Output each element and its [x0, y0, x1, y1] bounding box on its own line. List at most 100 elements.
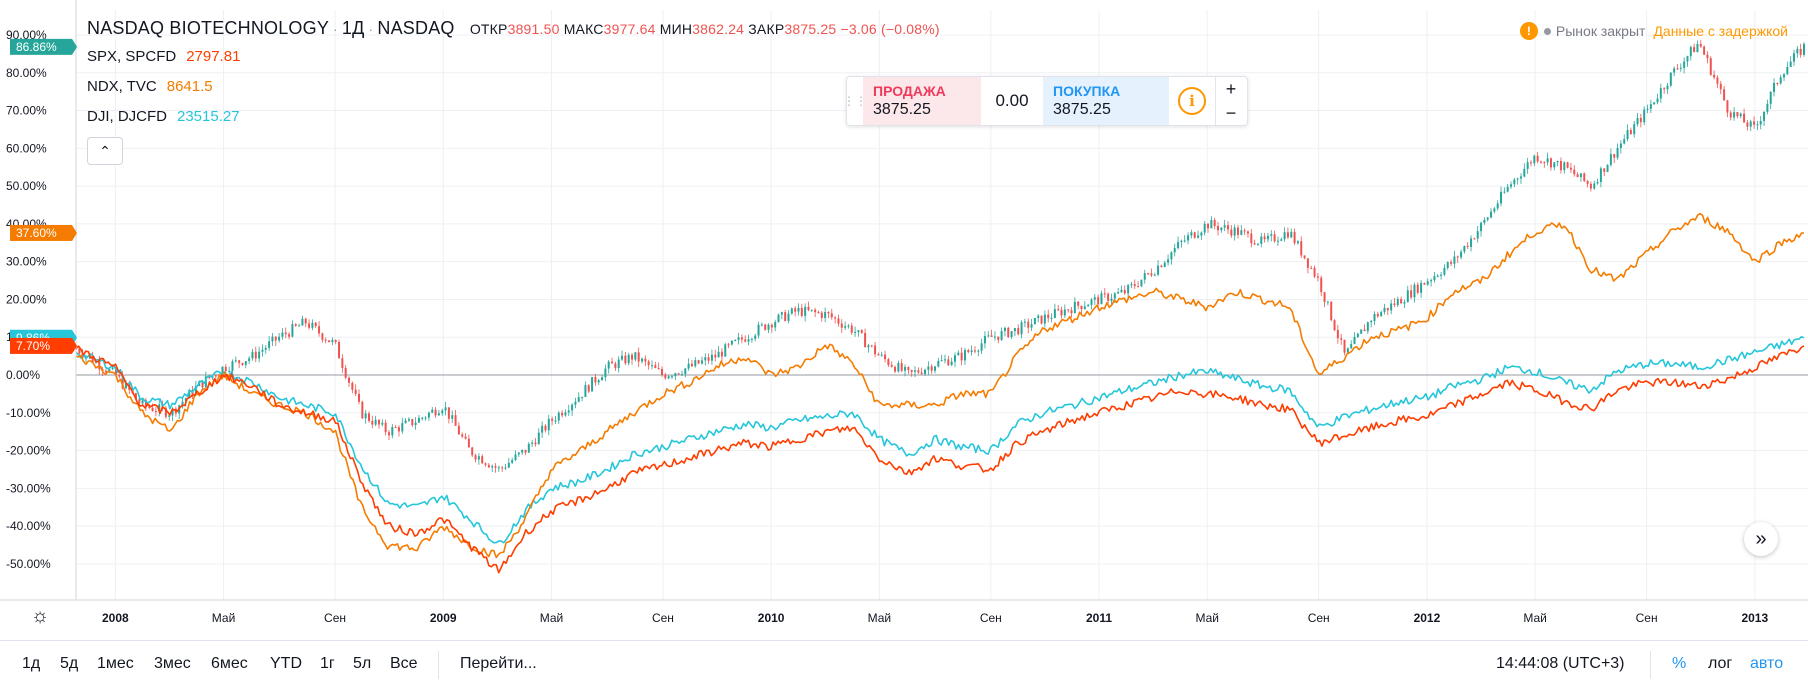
candle-body	[467, 438, 470, 448]
candle-body	[1496, 203, 1499, 209]
candle-body	[324, 339, 327, 341]
comparison-series-lines	[75, 212, 1805, 574]
candle-body	[1130, 284, 1133, 286]
close-label: ЗАКР	[748, 21, 785, 37]
candle-body	[1749, 121, 1752, 127]
candle-body	[158, 404, 161, 412]
legend-item-spx[interactable]: SPX, SPCFD 2797.81	[87, 48, 240, 65]
sell-button[interactable]: ПРОДАЖА 3875.25	[863, 77, 981, 125]
candle-body	[1047, 314, 1050, 319]
candle-body	[1510, 184, 1513, 187]
candle-body	[1726, 100, 1729, 113]
candle-body	[957, 352, 960, 356]
candle-body	[1070, 310, 1073, 314]
y-tick-label: 80.00%	[6, 66, 47, 80]
candle-body	[724, 344, 727, 357]
candle-body	[1033, 317, 1036, 325]
candle-body	[551, 418, 554, 421]
range-1m-button[interactable]: 1мес	[97, 655, 134, 672]
candle-body	[577, 397, 580, 402]
candle-body	[604, 368, 607, 378]
candle-body	[444, 407, 447, 411]
candle-body	[760, 324, 763, 326]
interval-label[interactable]: 1Д	[341, 18, 365, 38]
candle-body	[427, 412, 430, 418]
plus-button[interactable]: +	[1225, 78, 1237, 99]
info-button[interactable]: i	[1169, 77, 1215, 125]
candle-body	[334, 339, 337, 342]
candle-body	[1586, 180, 1589, 184]
candle-body	[1626, 130, 1629, 140]
candle-body	[897, 363, 900, 372]
candle-body	[184, 398, 187, 402]
candle-body	[993, 336, 996, 338]
legend-item-dji[interactable]: DJI, DJCFD 23515.27	[87, 108, 240, 125]
range-all-button[interactable]: Все	[390, 655, 418, 672]
candle-body	[1160, 265, 1163, 267]
candle-body	[1043, 314, 1046, 324]
candle-body	[1240, 230, 1243, 235]
candle-body	[1456, 256, 1459, 258]
candle-body	[1393, 303, 1396, 306]
candle-body	[597, 380, 600, 383]
candle-body	[814, 309, 817, 313]
symbol-name[interactable]: NASDAQ BIOTECHNOLOGY	[87, 18, 330, 38]
candle-body	[1683, 61, 1686, 68]
y-tick-label: -40.00%	[6, 519, 51, 533]
range-5d-button[interactable]: 5д	[60, 655, 79, 672]
candle-body	[874, 345, 877, 355]
candle-body	[770, 324, 773, 328]
candle-body	[1316, 276, 1319, 278]
candle-body	[1310, 267, 1313, 269]
range-3m-button[interactable]: 3мес	[154, 655, 191, 672]
clock-timezone-button[interactable]: 14:44:08 (UTC+3)	[1496, 655, 1625, 672]
candle-body	[404, 420, 407, 424]
candle-body	[674, 373, 677, 377]
range-1d-button[interactable]: 1д	[22, 655, 41, 672]
candle-body	[817, 312, 820, 314]
settings-gear-icon[interactable]: ☼	[30, 604, 50, 627]
bottom-toolbar: 1д 5д 1мес 3мес 6мес YTD 1г 5л Все Перей…	[0, 640, 1808, 690]
legend-collapse-button[interactable]: ⌃	[87, 137, 123, 165]
candle-body	[880, 354, 883, 356]
close-value: 3875.25	[784, 21, 837, 37]
candle-body	[308, 323, 311, 328]
chart-area[interactable]: 90.00%80.00%70.00%60.00%50.00%40.00%30.0…	[0, 0, 1808, 640]
candle-body	[1296, 241, 1299, 244]
drag-handle-icon[interactable]: ⋮⋮	[843, 94, 867, 108]
candle-body	[754, 335, 757, 339]
legend-item-ndx[interactable]: NDX, TVC 8641.5	[87, 78, 213, 95]
range-ytd-button[interactable]: YTD	[270, 655, 302, 672]
candle-body	[1210, 220, 1213, 229]
candle-body	[1733, 112, 1736, 118]
scroll-to-realtime-button[interactable]: »	[1744, 522, 1778, 556]
minus-button[interactable]: −	[1225, 102, 1237, 123]
price-axis[interactable]: 90.00%80.00%70.00%60.00%50.00%40.00%30.0…	[6, 0, 77, 600]
buy-button[interactable]: ПОКУПКА 3875.25	[1043, 77, 1169, 125]
candle-body	[1759, 120, 1762, 125]
candle-body	[381, 422, 384, 425]
warning-icon[interactable]: !	[1519, 22, 1538, 40]
chevron-up-icon: ⌃	[99, 142, 111, 159]
candle-body	[164, 407, 167, 417]
range-6m-button[interactable]: 6мес	[211, 655, 248, 672]
candle-body	[1579, 173, 1582, 178]
auto-scale-toggle[interactable]: авто	[1750, 655, 1784, 672]
percent-scale-toggle[interactable]: %	[1672, 655, 1687, 672]
candle-body	[1400, 299, 1403, 304]
candle-body	[1023, 321, 1026, 323]
delayed-data-label[interactable]: Данные с задержкой	[1653, 23, 1788, 39]
candle-body	[1563, 162, 1566, 171]
candle-body	[1676, 68, 1679, 70]
x-tick-label: 2010	[758, 611, 785, 625]
candle-body	[364, 413, 367, 419]
range-1y-button[interactable]: 1г	[320, 655, 335, 672]
candle-body	[924, 369, 927, 374]
candle-body	[1799, 48, 1802, 55]
goto-date-button[interactable]: Перейти...	[460, 655, 537, 672]
candle-body	[997, 336, 1000, 340]
log-scale-toggle[interactable]: лог	[1708, 655, 1733, 672]
candle-body	[690, 363, 693, 367]
time-axis[interactable]: 2008 Май Сен 2009 Май Сен 2010 Май Сен 2011 Май Сен…	[0, 599, 1808, 625]
range-5y-button[interactable]: 5л	[353, 655, 372, 672]
